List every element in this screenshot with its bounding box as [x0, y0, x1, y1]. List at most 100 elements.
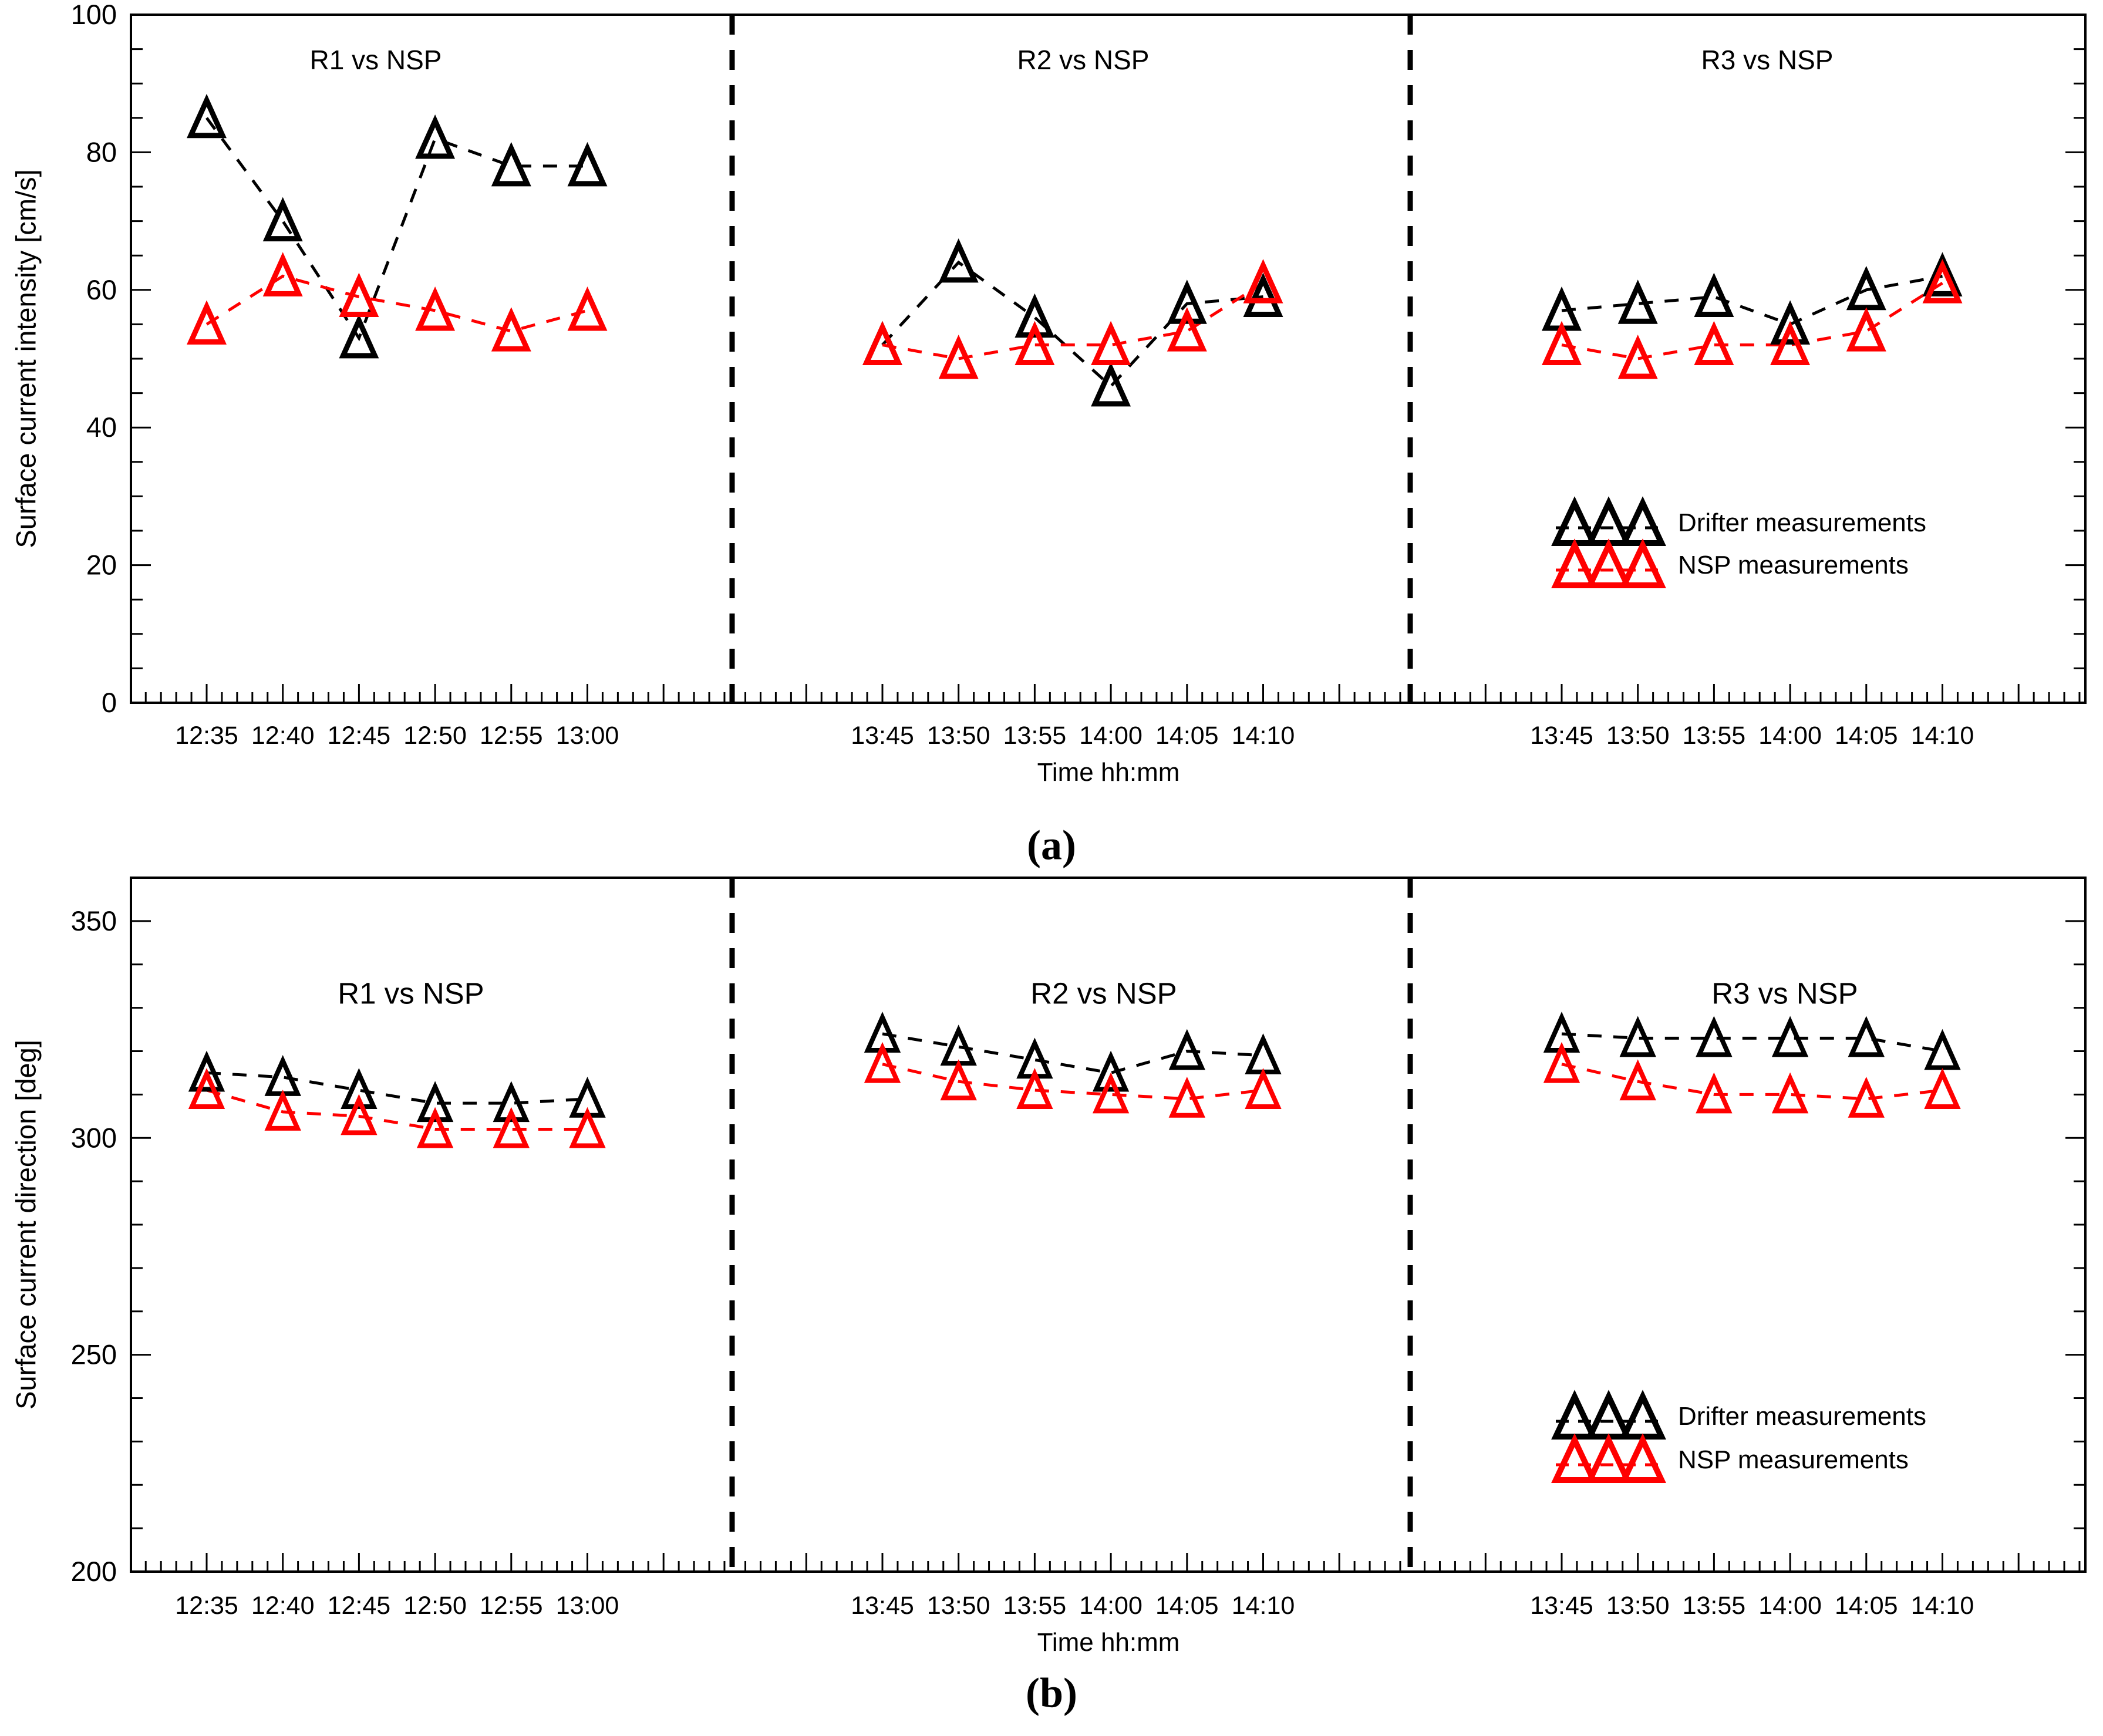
triangle-marker — [938, 335, 979, 379]
triangle-marker — [1617, 335, 1658, 379]
triangle-marker — [1543, 1041, 1580, 1083]
x-tick-label: 13:50 — [1606, 722, 1670, 750]
triangle-marker — [1922, 252, 1963, 296]
triangle-marker — [1245, 1033, 1282, 1074]
triangle-marker — [1770, 321, 1811, 366]
triangle-marker — [862, 321, 902, 366]
triangle-marker — [1585, 538, 1632, 588]
triangle-marker — [1924, 1068, 1961, 1109]
series-line — [1561, 281, 1943, 360]
x-tick-label: 12:45 — [328, 722, 391, 750]
triangle-marker — [864, 1041, 901, 1083]
series-line — [1561, 1032, 1943, 1053]
triangle-marker — [341, 1094, 378, 1135]
series-line — [882, 281, 1264, 360]
x-tick-label: 12:45 — [328, 1592, 391, 1620]
plot-frame — [130, 14, 2087, 704]
x-tick-label: 12:55 — [480, 1592, 543, 1620]
triangle-marker — [1771, 1072, 1809, 1114]
x-tick-label: 13:55 — [1003, 1592, 1067, 1620]
triangle-marker — [1091, 362, 1131, 407]
x-tick-label: 14:05 — [1835, 722, 1898, 750]
triangle-marker — [1585, 496, 1632, 546]
triangle-marker — [1243, 272, 1283, 318]
y-tick-label: 300 — [71, 1122, 117, 1153]
triangle-marker — [339, 272, 379, 318]
panel-title-b-r1: R1 vs NSP — [338, 976, 484, 1010]
triangle-marker — [1551, 1390, 1598, 1440]
x-tick-label: 14:00 — [1079, 1592, 1143, 1620]
series-line — [205, 274, 588, 333]
triangle-marker — [1696, 1072, 1733, 1114]
x-tick-label: 13:00 — [556, 722, 619, 750]
triangle-marker — [1542, 321, 1582, 366]
x-tick-label: 13:50 — [927, 1592, 990, 1620]
triangle-marker — [1168, 1076, 1205, 1118]
triangle-marker — [1694, 272, 1734, 318]
triangle-marker — [1551, 538, 1598, 588]
triangle-marker — [493, 1107, 530, 1148]
series-line — [1561, 274, 1943, 326]
triangle-marker — [1551, 1433, 1598, 1483]
series-line — [1561, 1063, 1943, 1101]
triangle-marker — [1168, 1029, 1205, 1070]
x-tick-label: 13:50 — [1606, 1592, 1670, 1620]
triangle-marker — [1619, 1016, 1656, 1057]
triangle-marker — [1015, 321, 1055, 366]
x-tick-label: 12:55 — [480, 722, 543, 750]
legend-label-nsp-b: NSP measurements — [1678, 1445, 1909, 1474]
x-tick-label: 14:00 — [1758, 722, 1822, 750]
x-tick-label: 13:55 — [1003, 722, 1067, 750]
x-tick-label: 13:45 — [1530, 722, 1593, 750]
y-tick-label: 0 — [102, 687, 117, 718]
triangle-marker — [415, 286, 456, 331]
x-tick-label: 13:45 — [1530, 1592, 1593, 1620]
panel-title-a-r2: R2 vs NSP — [1017, 45, 1150, 75]
triangle-marker — [1694, 321, 1734, 366]
legend-label-nsp-a: NSP measurements — [1678, 551, 1909, 579]
x-axis-label-b: Time hh:mm — [1037, 1628, 1180, 1657]
x-tick-label: 12:40 — [251, 722, 315, 750]
triangle-marker — [1585, 1433, 1632, 1483]
caption-a: (a) — [1027, 821, 1076, 869]
triangle-marker — [1167, 307, 1207, 352]
x-tick-label: 12:50 — [403, 722, 467, 750]
y-tick-label: 250 — [71, 1339, 117, 1370]
x-tick-label: 12:35 — [175, 722, 238, 750]
triangle-marker — [1619, 496, 1666, 546]
x-tick-label: 13:50 — [927, 722, 990, 750]
triangle-marker — [940, 1024, 977, 1066]
triangle-marker — [1091, 321, 1131, 366]
triangle-marker — [1167, 279, 1207, 324]
triangle-marker — [1243, 259, 1283, 304]
triangle-marker — [415, 114, 456, 159]
legend-label-drifter-b: Drifter measurements — [1678, 1402, 1927, 1431]
triangle-marker — [493, 1081, 530, 1122]
triangle-marker — [1619, 1433, 1666, 1483]
x-tick-label: 13:55 — [1683, 1592, 1746, 1620]
y-tick-label: 60 — [86, 274, 117, 305]
chart-b: 200 250 300 350 12:35 12:40 12:45 12:50 12:55 13:… — [71, 877, 2087, 1620]
triangle-marker — [1619, 1390, 1666, 1440]
x-tick-label: 14:05 — [1155, 722, 1219, 750]
x-tick-label: 12:40 — [251, 1592, 315, 1620]
triangle-marker — [262, 197, 303, 242]
triangle-marker — [187, 300, 227, 345]
triangle-marker — [1924, 1029, 1961, 1070]
x-tick-label: 13:45 — [851, 1592, 914, 1620]
triangle-marker — [187, 93, 227, 139]
triangle-marker — [1092, 1050, 1130, 1092]
y-tick-label: 40 — [86, 412, 117, 443]
x-tick-label: 14:10 — [1232, 722, 1295, 750]
y-tick-label: 100 — [71, 0, 117, 30]
triangle-marker — [1551, 496, 1598, 546]
triangle-marker — [1016, 1068, 1053, 1109]
triangle-marker — [1771, 1016, 1809, 1057]
y-tick-label: 350 — [71, 905, 117, 936]
y-tick-label: 200 — [71, 1556, 117, 1587]
triangle-marker — [264, 1055, 301, 1096]
y-axis-label-direction: Surface current direction [deg] — [10, 1040, 42, 1410]
triangle-marker — [1092, 1072, 1130, 1114]
triangle-marker — [416, 1107, 454, 1148]
